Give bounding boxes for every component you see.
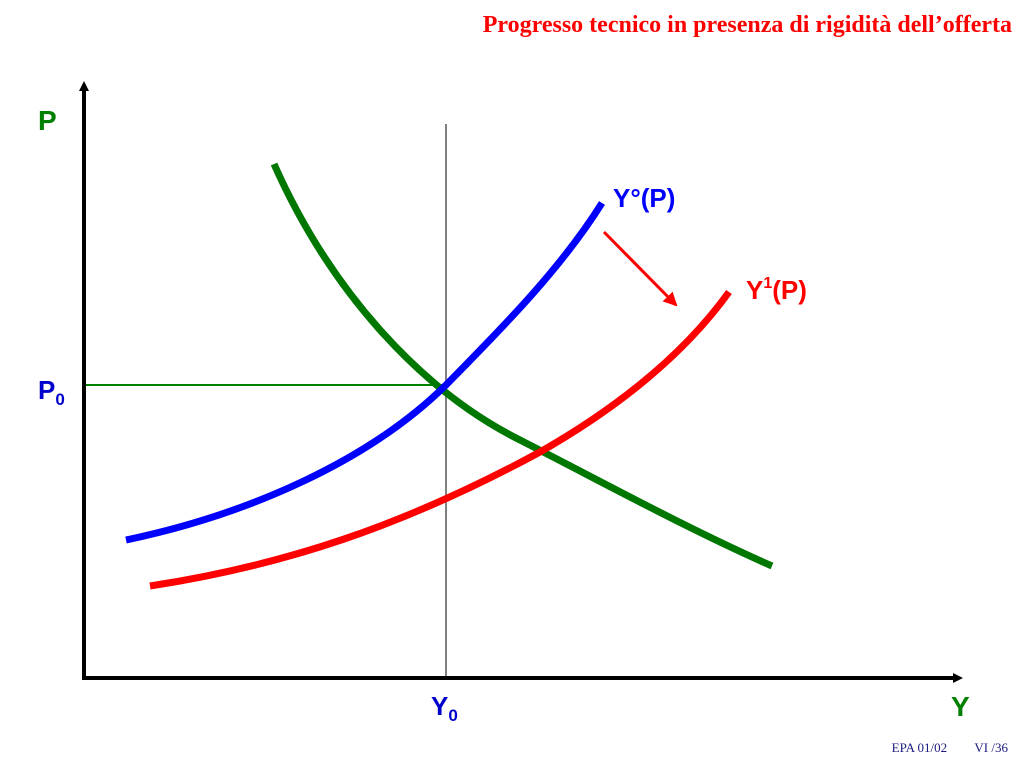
supply-shifted-label-sup: 1 [763, 275, 772, 292]
supply-shifted-label: Y1(P) [746, 275, 807, 305]
supply-curve-initial [125, 201, 605, 544]
x-axis-label: Y [951, 691, 970, 722]
y-axis-label: P [38, 105, 57, 136]
footer-code: EPA 01/02 [891, 740, 948, 755]
shift-arrow [602, 230, 678, 307]
supply-curve-shifted [149, 289, 732, 590]
demand-curve [270, 162, 774, 570]
footer-page: VI /36 [974, 740, 1008, 755]
y0-label-main: Y [431, 691, 448, 721]
p0-label-main: P [38, 375, 55, 405]
p0-label-sub: 0 [55, 390, 64, 409]
y0-label: Y0 [431, 691, 458, 725]
p0-label: P0 [38, 375, 65, 409]
y0-label-sub: 0 [448, 706, 457, 725]
supply-initial-label: Y°(P) [613, 183, 675, 213]
slide-footer: EPA 01/02 VI /36 [892, 740, 1008, 756]
supply-shifted-label-main: Y [746, 275, 763, 305]
supply-shifted-label-rest: (P) [772, 275, 807, 305]
slide-title: Progresso tecnico in presenza di rigidit… [482, 12, 1012, 38]
